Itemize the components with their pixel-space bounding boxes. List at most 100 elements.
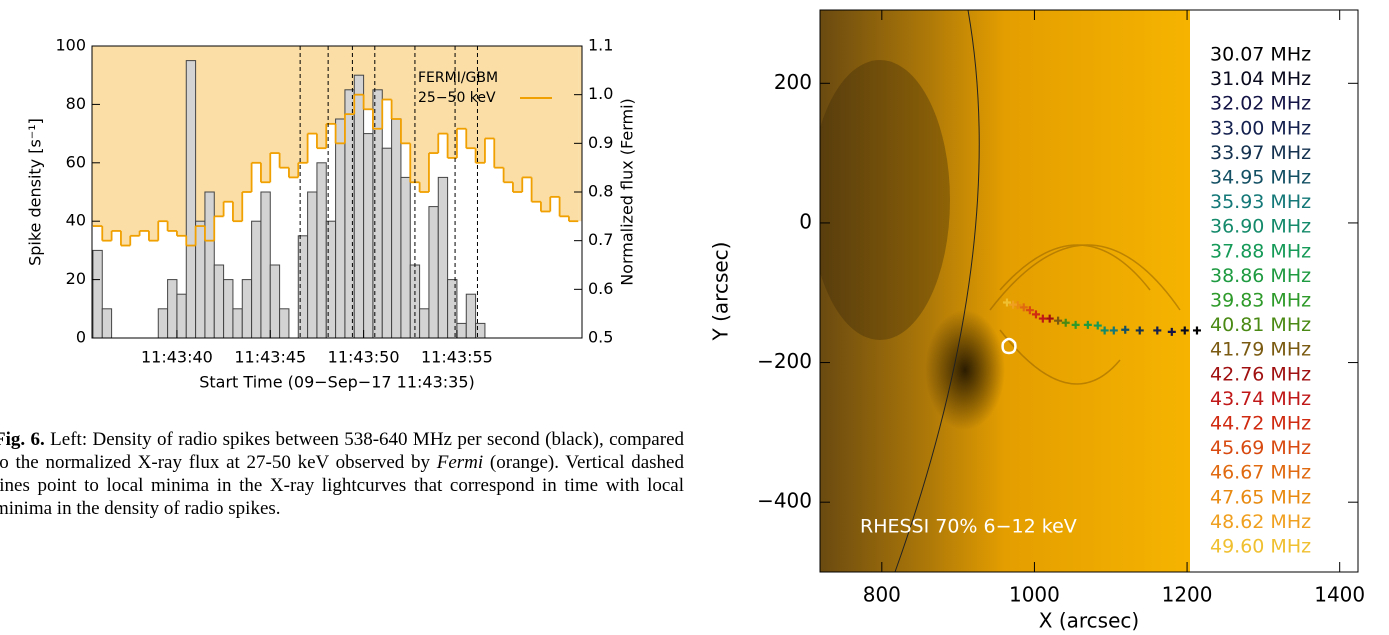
y2-tick-label: 0.6 xyxy=(588,279,613,298)
x-axis-label: X (arcsec) xyxy=(1039,609,1139,633)
bar xyxy=(251,220,262,338)
bar xyxy=(437,176,449,338)
y2-axis-label: Normalized flux (Fermi) xyxy=(618,98,637,286)
annotation: RHESSI 70% 6−12 keV xyxy=(860,516,1077,538)
plot-area xyxy=(92,46,582,338)
bar xyxy=(447,279,458,338)
bar xyxy=(335,118,346,338)
legend-label: 30.07 MHz xyxy=(1210,44,1311,66)
x-tick-label: 11:43:45 xyxy=(234,348,306,367)
frame xyxy=(819,9,1359,573)
bar xyxy=(241,279,253,338)
point xyxy=(1025,306,1034,315)
y2-tick-label: 0.9 xyxy=(588,133,613,152)
point xyxy=(1180,326,1189,335)
bar xyxy=(176,293,187,338)
y-tick-label: 80 xyxy=(66,94,86,113)
legend-label: 41.79 MHz xyxy=(1210,339,1311,361)
bar xyxy=(223,279,234,338)
point xyxy=(1121,325,1130,334)
caption-italic: Fermi xyxy=(436,452,484,473)
point xyxy=(1083,320,1092,329)
bar xyxy=(353,74,365,338)
legend-label: 32.02 MHz xyxy=(1210,93,1311,115)
y-tick-label: 0 xyxy=(799,209,812,233)
point xyxy=(1061,318,1070,327)
rhessi-contour xyxy=(1001,337,1017,355)
x-tick-label: 11:43:50 xyxy=(328,348,400,367)
y-tick-label: 20 xyxy=(66,269,86,288)
legend-label: 39.83 MHz xyxy=(1210,290,1311,312)
bar xyxy=(260,191,271,338)
y2-tick-label: 0.5 xyxy=(588,328,613,347)
y-axis-label: Spike density [s⁻¹] xyxy=(26,118,45,266)
bar xyxy=(167,279,178,338)
y-tick-label: −400 xyxy=(757,489,812,513)
bar xyxy=(213,264,225,338)
bar xyxy=(428,206,439,338)
legend-label: 34.95 MHz xyxy=(1210,167,1311,189)
legend-label: 38.86 MHz xyxy=(1210,265,1311,287)
point xyxy=(1135,326,1144,335)
legend-label: FERMI/GBM xyxy=(418,70,498,86)
y-axis-label: Y (arcsec) xyxy=(709,242,733,342)
point xyxy=(1019,303,1028,312)
bar xyxy=(456,322,467,338)
y-tick-label: −200 xyxy=(757,349,812,373)
caption-text: (orange). Vertical dashed lines point to… xyxy=(0,452,684,519)
legend-label: 36.90 MHz xyxy=(1210,216,1311,238)
y-tick-label: 0 xyxy=(76,328,86,347)
point xyxy=(1009,300,1018,309)
point xyxy=(1109,326,1118,335)
bar xyxy=(419,308,430,338)
bar xyxy=(195,220,206,338)
legend-label: 33.00 MHz xyxy=(1210,117,1311,139)
legend-label: 42.76 MHz xyxy=(1210,363,1311,385)
legend-label: 40.81 MHz xyxy=(1210,314,1311,336)
point xyxy=(1093,321,1102,330)
caption: Fig. 6. Left: Density of radio spikes be… xyxy=(0,428,684,520)
y2-tick-label: 1.0 xyxy=(588,84,613,103)
point xyxy=(1031,310,1040,319)
x-tick-label: 1000 xyxy=(1009,583,1060,607)
legend-label: 45.69 MHz xyxy=(1210,437,1311,459)
y-tick-label: 40 xyxy=(66,211,86,230)
point xyxy=(1054,316,1063,325)
x-tick-label: 11:43:40 xyxy=(141,348,213,367)
x-tick-label: 800 xyxy=(863,583,901,607)
legend-label: 49.60 MHz xyxy=(1210,536,1311,558)
x-tick-label: 11:43:55 xyxy=(421,348,493,367)
y-tick-label: 60 xyxy=(66,152,86,171)
bar xyxy=(307,191,318,338)
x-tick-label: 1200 xyxy=(1162,583,1213,607)
bar xyxy=(363,133,374,338)
legend-label: 44.72 MHz xyxy=(1210,413,1311,435)
y-tick-label: 100 xyxy=(55,36,86,55)
point xyxy=(1002,298,1011,307)
solar-image xyxy=(820,10,1190,572)
bar xyxy=(92,249,103,338)
y-tick-label: 200 xyxy=(774,70,812,94)
caption-label: Fig. 6. xyxy=(0,429,45,450)
legend-label: 47.65 MHz xyxy=(1210,486,1311,508)
bar xyxy=(400,176,411,338)
bar xyxy=(316,162,327,338)
y2-tick-label: 0.7 xyxy=(588,230,613,249)
bar xyxy=(101,308,113,338)
bar xyxy=(157,308,169,338)
bar xyxy=(465,293,477,338)
x-tick-label: 1400 xyxy=(1314,583,1365,607)
legend-label: 31.04 MHz xyxy=(1210,68,1311,90)
point xyxy=(1100,326,1109,335)
legend-label: 33.97 MHz xyxy=(1210,142,1311,164)
point xyxy=(1071,320,1080,329)
caption-text: Left: Density of radio spikes between 53… xyxy=(0,429,685,473)
point xyxy=(1045,314,1054,323)
bar xyxy=(391,118,402,338)
y2-tick-label: 1.1 xyxy=(588,36,613,55)
bar xyxy=(185,60,197,338)
legend-label: 43.74 MHz xyxy=(1210,388,1311,410)
bar xyxy=(381,147,393,338)
